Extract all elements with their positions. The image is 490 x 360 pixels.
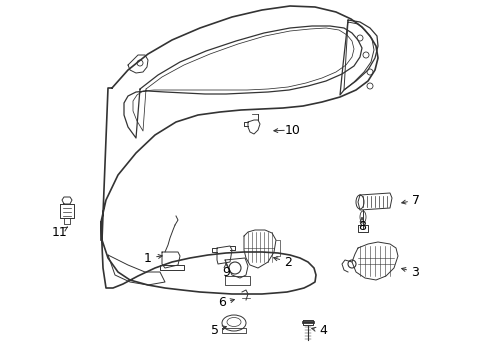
Text: 3: 3 xyxy=(411,266,419,279)
Text: 4: 4 xyxy=(319,324,327,338)
Text: 5: 5 xyxy=(211,324,219,337)
Text: 2: 2 xyxy=(284,256,292,269)
Text: 1: 1 xyxy=(144,252,152,265)
Text: 6: 6 xyxy=(218,297,226,310)
Text: 8: 8 xyxy=(358,220,366,234)
Text: 10: 10 xyxy=(285,123,301,136)
Text: 11: 11 xyxy=(52,225,68,238)
Text: 9: 9 xyxy=(222,266,230,279)
Text: 7: 7 xyxy=(412,194,420,207)
